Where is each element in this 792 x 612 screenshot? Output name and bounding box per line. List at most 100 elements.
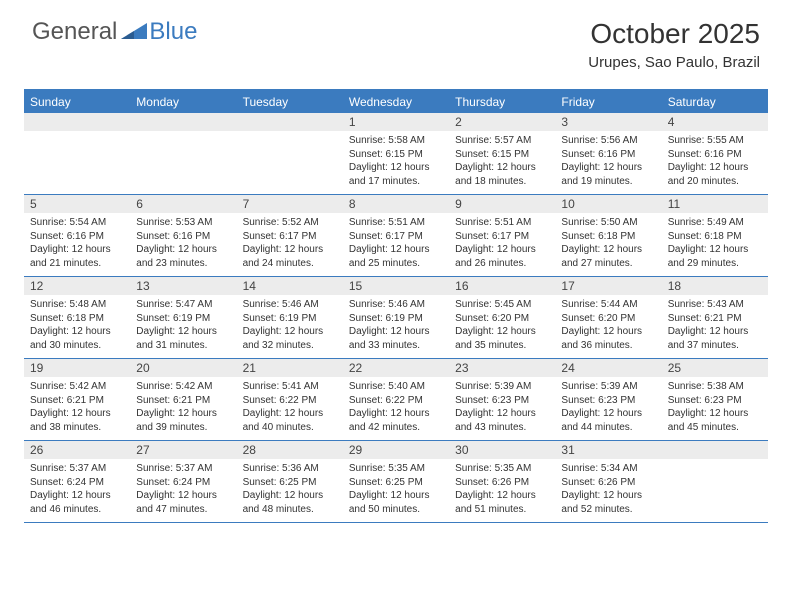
calendar-weeks-container: 1Sunrise: 5:58 AMSunset: 6:15 PMDaylight… (24, 113, 768, 523)
day-body-line: Sunrise: 5:52 AM (243, 216, 337, 230)
calendar-day-cell: 12Sunrise: 5:48 AMSunset: 6:18 PMDayligh… (24, 277, 130, 358)
day-body-line: Daylight: 12 hours (668, 161, 762, 175)
day-body-line: Sunset: 6:17 PM (455, 230, 549, 244)
day-body-line: Daylight: 12 hours (561, 325, 655, 339)
day-body-line: Sunrise: 5:43 AM (668, 298, 762, 312)
day-body: Sunrise: 5:42 AMSunset: 6:21 PMDaylight:… (24, 377, 130, 434)
day-body-line: Sunset: 6:16 PM (30, 230, 124, 244)
day-body-line: Sunrise: 5:39 AM (561, 380, 655, 394)
day-body: Sunrise: 5:47 AMSunset: 6:19 PMDaylight:… (130, 295, 236, 352)
calendar-day-cell: 28Sunrise: 5:36 AMSunset: 6:25 PMDayligh… (237, 441, 343, 522)
day-number: 24 (555, 359, 661, 377)
calendar-day-header-row: Sunday Monday Tuesday Wednesday Thursday… (24, 91, 768, 113)
day-body-line: Sunrise: 5:38 AM (668, 380, 762, 394)
day-body-line: and 26 minutes. (455, 257, 549, 271)
day-body-line: Daylight: 12 hours (349, 325, 443, 339)
day-body-line: Daylight: 12 hours (455, 243, 549, 257)
day-body-line: and 33 minutes. (349, 339, 443, 353)
day-body-line: Sunrise: 5:35 AM (349, 462, 443, 476)
calendar-week-row: 19Sunrise: 5:42 AMSunset: 6:21 PMDayligh… (24, 359, 768, 441)
day-body-line: Sunrise: 5:34 AM (561, 462, 655, 476)
day-body-line: Daylight: 12 hours (136, 407, 230, 421)
day-body-line: Sunset: 6:24 PM (136, 476, 230, 490)
day-number: 23 (449, 359, 555, 377)
day-body-line: Sunset: 6:19 PM (349, 312, 443, 326)
day-body: Sunrise: 5:36 AMSunset: 6:25 PMDaylight:… (237, 459, 343, 516)
day-body-line: Sunrise: 5:46 AM (243, 298, 337, 312)
day-body-line: and 25 minutes. (349, 257, 443, 271)
day-body-line: Daylight: 12 hours (455, 161, 549, 175)
day-body-line: and 44 minutes. (561, 421, 655, 435)
day-body-line: and 48 minutes. (243, 503, 337, 517)
day-body: Sunrise: 5:38 AMSunset: 6:23 PMDaylight:… (662, 377, 768, 434)
day-number: 9 (449, 195, 555, 213)
day-body: Sunrise: 5:58 AMSunset: 6:15 PMDaylight:… (343, 131, 449, 188)
calendar-week-row: 12Sunrise: 5:48 AMSunset: 6:18 PMDayligh… (24, 277, 768, 359)
day-body-line: Sunrise: 5:53 AM (136, 216, 230, 230)
day-body-line: and 52 minutes. (561, 503, 655, 517)
calendar-day-cell: 18Sunrise: 5:43 AMSunset: 6:21 PMDayligh… (662, 277, 768, 358)
calendar-day-cell (662, 441, 768, 522)
day-body: Sunrise: 5:56 AMSunset: 6:16 PMDaylight:… (555, 131, 661, 188)
day-body-line: Daylight: 12 hours (668, 325, 762, 339)
day-body: Sunrise: 5:43 AMSunset: 6:21 PMDaylight:… (662, 295, 768, 352)
day-body-line: and 19 minutes. (561, 175, 655, 189)
calendar-day-cell: 17Sunrise: 5:44 AMSunset: 6:20 PMDayligh… (555, 277, 661, 358)
day-body-line: Sunset: 6:15 PM (349, 148, 443, 162)
day-body: Sunrise: 5:35 AMSunset: 6:25 PMDaylight:… (343, 459, 449, 516)
day-body-line: Sunrise: 5:35 AM (455, 462, 549, 476)
day-number: 20 (130, 359, 236, 377)
day-body-line: Sunrise: 5:49 AM (668, 216, 762, 230)
day-number: 17 (555, 277, 661, 295)
day-body-line: Sunrise: 5:36 AM (243, 462, 337, 476)
day-body-line: and 32 minutes. (243, 339, 337, 353)
day-body: Sunrise: 5:41 AMSunset: 6:22 PMDaylight:… (237, 377, 343, 434)
day-body-line: Daylight: 12 hours (668, 407, 762, 421)
day-body-line: and 39 minutes. (136, 421, 230, 435)
day-number (130, 113, 236, 131)
day-body-line: Sunset: 6:16 PM (668, 148, 762, 162)
calendar-week-row: 5Sunrise: 5:54 AMSunset: 6:16 PMDaylight… (24, 195, 768, 277)
day-body-line: Daylight: 12 hours (136, 325, 230, 339)
day-number: 2 (449, 113, 555, 131)
day-body-line: and 37 minutes. (668, 339, 762, 353)
day-number: 10 (555, 195, 661, 213)
calendar-week-row: 26Sunrise: 5:37 AMSunset: 6:24 PMDayligh… (24, 441, 768, 523)
day-number: 14 (237, 277, 343, 295)
day-body-line: and 43 minutes. (455, 421, 549, 435)
day-body-line: Daylight: 12 hours (561, 243, 655, 257)
day-body-line: and 31 minutes. (136, 339, 230, 353)
calendar-day-cell: 14Sunrise: 5:46 AMSunset: 6:19 PMDayligh… (237, 277, 343, 358)
calendar-day-cell: 3Sunrise: 5:56 AMSunset: 6:16 PMDaylight… (555, 113, 661, 194)
day-body-line: and 35 minutes. (455, 339, 549, 353)
day-number: 31 (555, 441, 661, 459)
calendar-day-cell: 8Sunrise: 5:51 AMSunset: 6:17 PMDaylight… (343, 195, 449, 276)
day-number: 18 (662, 277, 768, 295)
day-body-line: Daylight: 12 hours (136, 489, 230, 503)
day-body-line: and 24 minutes. (243, 257, 337, 271)
day-body-line: Daylight: 12 hours (455, 489, 549, 503)
day-number: 28 (237, 441, 343, 459)
day-body: Sunrise: 5:52 AMSunset: 6:17 PMDaylight:… (237, 213, 343, 270)
day-body-line: Sunrise: 5:41 AM (243, 380, 337, 394)
calendar-day-cell: 1Sunrise: 5:58 AMSunset: 6:15 PMDaylight… (343, 113, 449, 194)
day-body-line: Sunset: 6:22 PM (349, 394, 443, 408)
day-number: 8 (343, 195, 449, 213)
day-body: Sunrise: 5:50 AMSunset: 6:18 PMDaylight:… (555, 213, 661, 270)
day-body-line: Sunset: 6:18 PM (30, 312, 124, 326)
day-body: Sunrise: 5:48 AMSunset: 6:18 PMDaylight:… (24, 295, 130, 352)
day-body-line: Sunset: 6:23 PM (668, 394, 762, 408)
day-body-line: Sunrise: 5:40 AM (349, 380, 443, 394)
day-number: 7 (237, 195, 343, 213)
calendar-day-cell: 27Sunrise: 5:37 AMSunset: 6:24 PMDayligh… (130, 441, 236, 522)
day-header: Monday (130, 91, 236, 113)
calendar-day-cell: 15Sunrise: 5:46 AMSunset: 6:19 PMDayligh… (343, 277, 449, 358)
day-body-line: Sunset: 6:19 PM (136, 312, 230, 326)
day-number: 16 (449, 277, 555, 295)
calendar-grid: Sunday Monday Tuesday Wednesday Thursday… (24, 89, 768, 523)
day-body-line: and 30 minutes. (30, 339, 124, 353)
day-body: Sunrise: 5:42 AMSunset: 6:21 PMDaylight:… (130, 377, 236, 434)
day-body-line: and 27 minutes. (561, 257, 655, 271)
day-body-line: Sunrise: 5:45 AM (455, 298, 549, 312)
day-number: 15 (343, 277, 449, 295)
